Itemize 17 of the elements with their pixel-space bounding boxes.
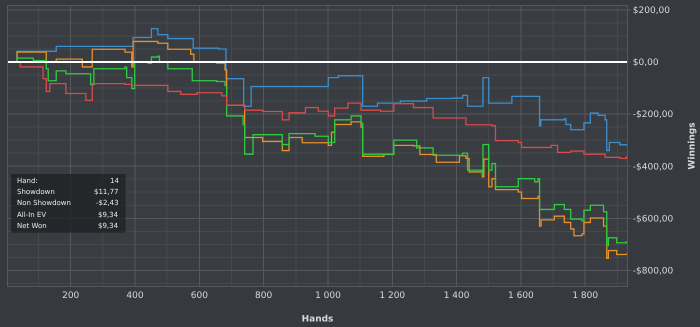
x-axis-title: Hands [302, 314, 334, 325]
y-tick-label: -$600,00 [632, 214, 674, 224]
x-tick-label: 1 000 [315, 290, 342, 301]
x-tick-label: 200 [62, 290, 80, 301]
x-tick-label: 600 [190, 290, 208, 301]
x-tick-label: 400 [126, 290, 144, 301]
y-tick-label: -$800,00 [632, 266, 674, 277]
x-tick-label: 1 200 [379, 290, 406, 301]
y-axis-title: Winnings [687, 122, 698, 170]
x-tick-label: 1 600 [508, 290, 534, 301]
y-tick-label: -$400,00 [632, 162, 674, 172]
y-tick-label: -$200,00 [632, 110, 674, 120]
x-tick-label: 1 400 [444, 290, 470, 301]
y-tick-label: $200,00 [632, 6, 670, 16]
y-tick-label: $0,00 [632, 58, 659, 68]
x-tick-label: 1 800 [572, 290, 598, 301]
x-tick-label: 800 [255, 290, 272, 301]
